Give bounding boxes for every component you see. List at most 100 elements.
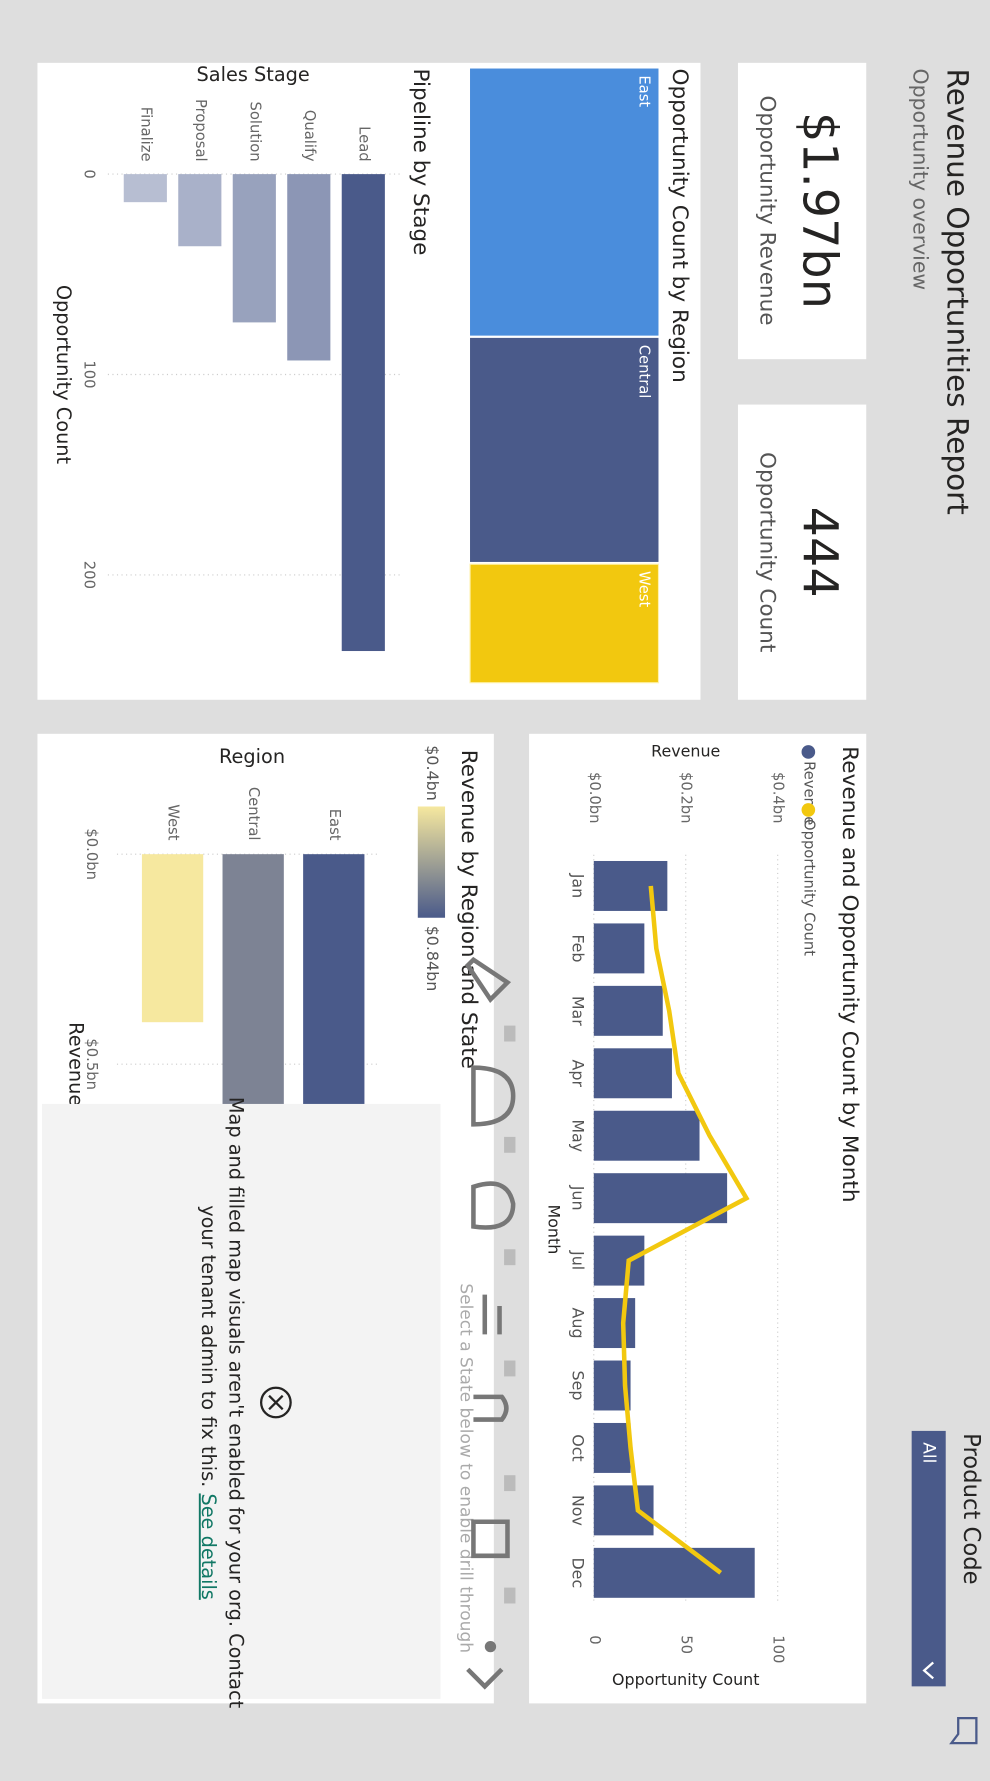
tile-label: West xyxy=(636,571,653,607)
tile-label: Central xyxy=(636,345,653,399)
y2-axis-title: Opportunity Count xyxy=(612,1670,759,1689)
x-axis-title: Month xyxy=(544,1205,563,1255)
focus-icon[interactable] xyxy=(473,1394,509,1422)
y-tick-label: Finalize xyxy=(137,107,154,162)
report-title: Revenue Opportunities Report xyxy=(940,69,974,515)
x-axis-title: Revenue xyxy=(64,1022,87,1106)
link[interactable]: See details xyxy=(197,1493,220,1599)
x-tick-label: $0.0bn xyxy=(83,828,100,880)
bar xyxy=(593,860,668,911)
bar xyxy=(593,923,645,974)
toolbar-separators xyxy=(504,1025,516,1604)
x-tick-label: Jun xyxy=(568,1185,587,1211)
map-message: your tenant admin to fix this. See detai… xyxy=(197,1205,220,1600)
x-tick-label: 100 xyxy=(81,360,98,388)
y-tick-label: East xyxy=(326,809,343,841)
x-tick-label: $0.5bn xyxy=(83,1038,100,1090)
bar xyxy=(222,854,284,1157)
pin-icon[interactable] xyxy=(464,956,512,1004)
bar xyxy=(593,1422,631,1473)
card-value: $1.97bn xyxy=(791,112,846,309)
x-tick-label: Dec xyxy=(568,1557,587,1588)
slicer-dropdown[interactable] xyxy=(911,1430,946,1687)
treemap-tile xyxy=(470,68,659,336)
card xyxy=(737,404,867,700)
card-label: Opportunity Revenue xyxy=(754,95,779,325)
bar xyxy=(341,174,385,652)
legend-marker xyxy=(801,803,816,817)
more-icon[interactable] xyxy=(484,1640,497,1653)
chat-icon[interactable] xyxy=(471,1181,516,1230)
x-tick-label: Nov xyxy=(568,1495,587,1526)
bar xyxy=(178,174,222,247)
bar xyxy=(287,174,331,361)
y-tick-label: Central xyxy=(245,787,262,841)
bar xyxy=(593,1547,755,1598)
bar xyxy=(593,1110,700,1161)
separator xyxy=(504,1360,516,1377)
chevron[interactable] xyxy=(922,1661,934,1680)
chart-title: Pipeline by Stage xyxy=(408,69,433,256)
map-message: your tenant admin to fix this. xyxy=(197,1205,220,1487)
x-tick-label: Jan xyxy=(568,873,587,898)
treemap-tile xyxy=(470,337,659,562)
separator xyxy=(504,1249,516,1266)
bookmark-icon[interactable] xyxy=(949,1717,978,1745)
bar xyxy=(593,1235,645,1286)
x-tick-label: Feb xyxy=(568,934,587,962)
y2-tick-label: 100 xyxy=(770,1635,787,1663)
y-axis-title: Region xyxy=(219,745,285,768)
x-tick-label: 200 xyxy=(81,561,98,589)
bar xyxy=(593,985,663,1036)
y-tick-label: Solution xyxy=(246,102,263,162)
x-tick-label: May xyxy=(568,1119,587,1152)
bar xyxy=(593,1048,672,1099)
y-tick-label: Qualify xyxy=(301,110,318,162)
map-pane xyxy=(42,1103,441,1699)
bar xyxy=(123,174,167,203)
slicer-title: Product Code xyxy=(958,1433,984,1584)
card xyxy=(737,62,867,360)
y2-tick-label: 50 xyxy=(678,1635,695,1654)
expand-icon[interactable] xyxy=(471,1519,510,1559)
y-tick-label: $0.0bn xyxy=(586,772,603,824)
bell-icon[interactable] xyxy=(471,1065,516,1127)
x-tick-label: Mar xyxy=(568,996,587,1026)
x-tick-label: Aug xyxy=(568,1308,587,1339)
drill-hint: Select a State below to enable drill thr… xyxy=(455,1283,475,1653)
y-tick-label: Proposal xyxy=(192,99,209,162)
bar xyxy=(593,1173,728,1224)
toolbar xyxy=(464,956,516,1690)
line xyxy=(620,885,750,1575)
legend-marker xyxy=(801,745,816,759)
filter-icon[interactable] xyxy=(482,1294,502,1335)
bar xyxy=(593,1298,636,1349)
x-tick-label: Sep xyxy=(568,1371,587,1401)
legend-entry: Opportunity Count xyxy=(800,819,817,956)
x-tick-label: Apr xyxy=(568,1060,587,1088)
separator xyxy=(504,1025,516,1042)
legend-max: $0.84bn xyxy=(423,926,442,992)
y-tick-label: $0.4bn xyxy=(770,772,787,824)
legend-min: $0.4bn xyxy=(423,745,442,801)
color-scale xyxy=(417,806,446,918)
separator xyxy=(504,1587,516,1604)
bar xyxy=(593,1485,654,1536)
chart-title: Revenue by Region and State xyxy=(456,750,481,1069)
separator xyxy=(504,1136,516,1153)
bar xyxy=(232,174,276,323)
x-tick-label: 0 xyxy=(81,169,98,178)
bar xyxy=(593,1360,631,1411)
card-label: Opportunity Count xyxy=(754,452,779,652)
chart-title: Opportunity Count by Region xyxy=(667,69,692,383)
slicer-value[interactable]: All xyxy=(919,1442,939,1463)
y-tick-label: $0.2bn xyxy=(678,772,695,824)
chart-title: Revenue and Opportunity Count by Month xyxy=(837,746,862,1202)
arrow-icon[interactable] xyxy=(466,1667,504,1690)
card-value: 444 xyxy=(791,507,846,598)
error-icon xyxy=(268,1394,284,1411)
error-icon xyxy=(259,1386,292,1419)
